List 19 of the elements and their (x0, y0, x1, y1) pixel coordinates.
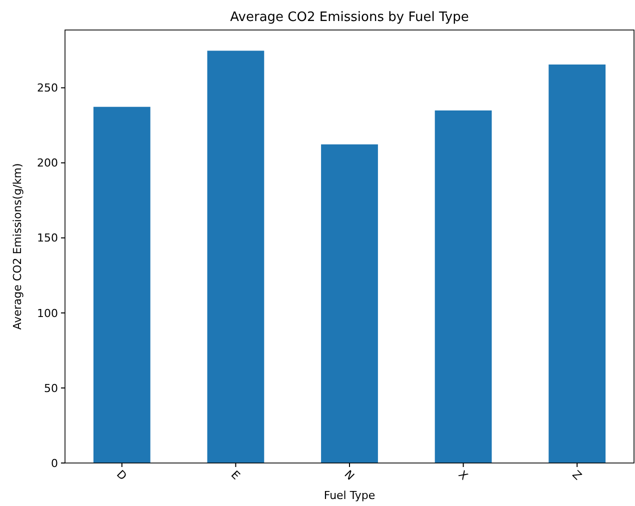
bar (93, 106, 150, 463)
chart-title: Average CO2 Emissions by Fuel Type (230, 10, 469, 25)
y-tick-label: 250 (37, 82, 58, 95)
x-tick-label: N (342, 468, 357, 483)
y-tick-label: 150 (37, 232, 58, 245)
y-tick-label: 50 (44, 382, 58, 395)
bar (548, 64, 606, 463)
bar (207, 50, 264, 463)
y-tick-label: 100 (37, 306, 58, 320)
x-tick-label: E (228, 468, 243, 482)
bar (434, 110, 492, 463)
x-tick-label: D (114, 468, 130, 483)
x-tick-label: X (456, 468, 471, 483)
y-axis-title: Average CO2 Emissions(g/km) (11, 163, 24, 330)
y-tick-label: 200 (37, 156, 58, 170)
x-tick-label: Z (570, 468, 584, 483)
y-tick-label: 0 (51, 456, 58, 470)
x-axis-title: Fuel Type (324, 489, 376, 502)
bar (321, 144, 378, 463)
